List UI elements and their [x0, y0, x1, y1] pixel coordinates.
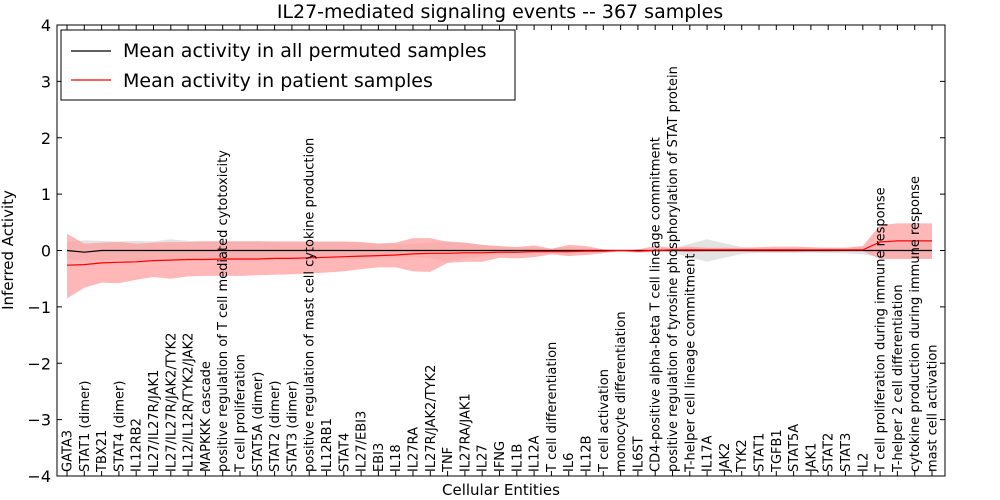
band-patient [67, 223, 932, 299]
category-label: IL12RB1 [320, 418, 335, 472]
y-axis-label: Inferred Activity [0, 190, 17, 310]
category-label: STAT5A [787, 424, 802, 472]
y-tick-label: −3 [27, 411, 51, 430]
category-label: IL27/IL27R/JAK1 [147, 370, 162, 472]
category-label: STAT3 [839, 433, 854, 472]
category-label: STAT4 (dimer) [112, 381, 127, 472]
category-label: STAT2 [822, 433, 837, 472]
category-label: IL27R/JAK2/TYK2 [424, 365, 439, 472]
category-label: STAT4 [337, 433, 352, 472]
category-label: T-helper cell lineage commitment [683, 254, 698, 473]
category-label: EBI3 [372, 443, 387, 472]
plot-area: GATA3 STAT1 (dimer) TBX21 STAT4 (dimer) IL12… [27, 16, 946, 486]
category-label: IL12/IL12R/TYK2/JAK2 [182, 333, 197, 472]
category-label: JAK2 [718, 443, 733, 473]
category-label: GATA3 [61, 430, 76, 472]
category-label: STAT3 (dimer) [285, 381, 300, 472]
category-label: monocyte differentiation [614, 311, 629, 472]
category-label: cytokine production during immune respon… [908, 176, 923, 472]
y-tick-label: −1 [27, 298, 51, 317]
category-label: STAT2 (dimer) [268, 381, 283, 472]
category-label: STAT1 (dimer) [78, 381, 93, 472]
category-label: MAPKKK cascade [199, 361, 214, 472]
category-label: IL2 [856, 453, 871, 472]
category-label: TBX21 [95, 430, 110, 473]
category-label: TNF [441, 447, 456, 473]
y-tick-label: 1 [41, 185, 51, 204]
category-label: IL27RA/JAK1 [458, 393, 473, 472]
y-tick-label: 4 [41, 16, 51, 35]
y-axis-ticks: −4 −3 −2 −1 0 1 2 3 4 [27, 16, 945, 486]
category-labels: GATA3 STAT1 (dimer) TBX21 STAT4 (dimer) IL12… [61, 66, 941, 473]
category-label: CD4-positive alpha-beta T cell lineage c… [649, 137, 664, 472]
category-label: IL27RA [407, 427, 422, 472]
category-label: STAT1 [753, 433, 768, 472]
chart-title: IL27-mediated signaling events -- 367 sa… [277, 1, 723, 23]
category-label: IL27/IL27R/JAK2/TYK2 [164, 333, 179, 472]
category-label: IFNG [493, 441, 508, 472]
category-label: JAK1 [804, 443, 819, 473]
category-label: T cell activation [597, 369, 612, 473]
category-label: STAT5A (dimer) [251, 372, 266, 472]
x-axis-label: Cellular Entities [442, 481, 560, 499]
category-label: T cell proliferation during immune respo… [874, 187, 889, 473]
category-label: IL18 [389, 444, 404, 472]
category-label: IL6 [562, 453, 577, 472]
legend-label-patient: Mean activity in patient samples [123, 70, 433, 92]
category-label: IL12A [528, 435, 543, 472]
category-label: T-helper 2 cell differentiation [891, 284, 906, 473]
category-label: positive regulation of mast cell cytokin… [303, 138, 318, 472]
y-tick-label: 0 [41, 242, 51, 261]
category-label: T cell differentiation [545, 342, 560, 473]
category-label: IL12B [580, 435, 595, 472]
category-label: positive regulation of T cell mediated c… [216, 150, 231, 472]
x-axis-ticks [66, 25, 933, 476]
legend: Mean activity in all permuted samples Me… [60, 29, 516, 101]
category-label: positive regulation of tyrosine phosphor… [666, 66, 681, 472]
y-tick-label: −4 [27, 467, 51, 486]
category-label: mast cell activation [926, 344, 941, 472]
line-patient [66, 240, 932, 266]
category-label: TYK2 [735, 439, 750, 473]
category-label: IL12RB2 [130, 418, 145, 472]
legend-label-permuted: Mean activity in all permuted samples [123, 40, 486, 62]
category-label: IL1B [510, 444, 525, 472]
y-tick-label: 2 [41, 129, 51, 148]
category-label: IL17A [701, 435, 716, 472]
legend-box [60, 29, 516, 101]
category-label: IL27 [476, 444, 491, 472]
series-lines [66, 240, 932, 266]
category-label: T cell proliferation [234, 354, 249, 473]
category-label: IL6ST [631, 436, 646, 472]
category-label: IL27/EBI3 [355, 411, 370, 472]
y-tick-label: 3 [41, 72, 51, 91]
category-label: TGFB1 [770, 429, 785, 473]
y-tick-label: −2 [27, 354, 51, 373]
